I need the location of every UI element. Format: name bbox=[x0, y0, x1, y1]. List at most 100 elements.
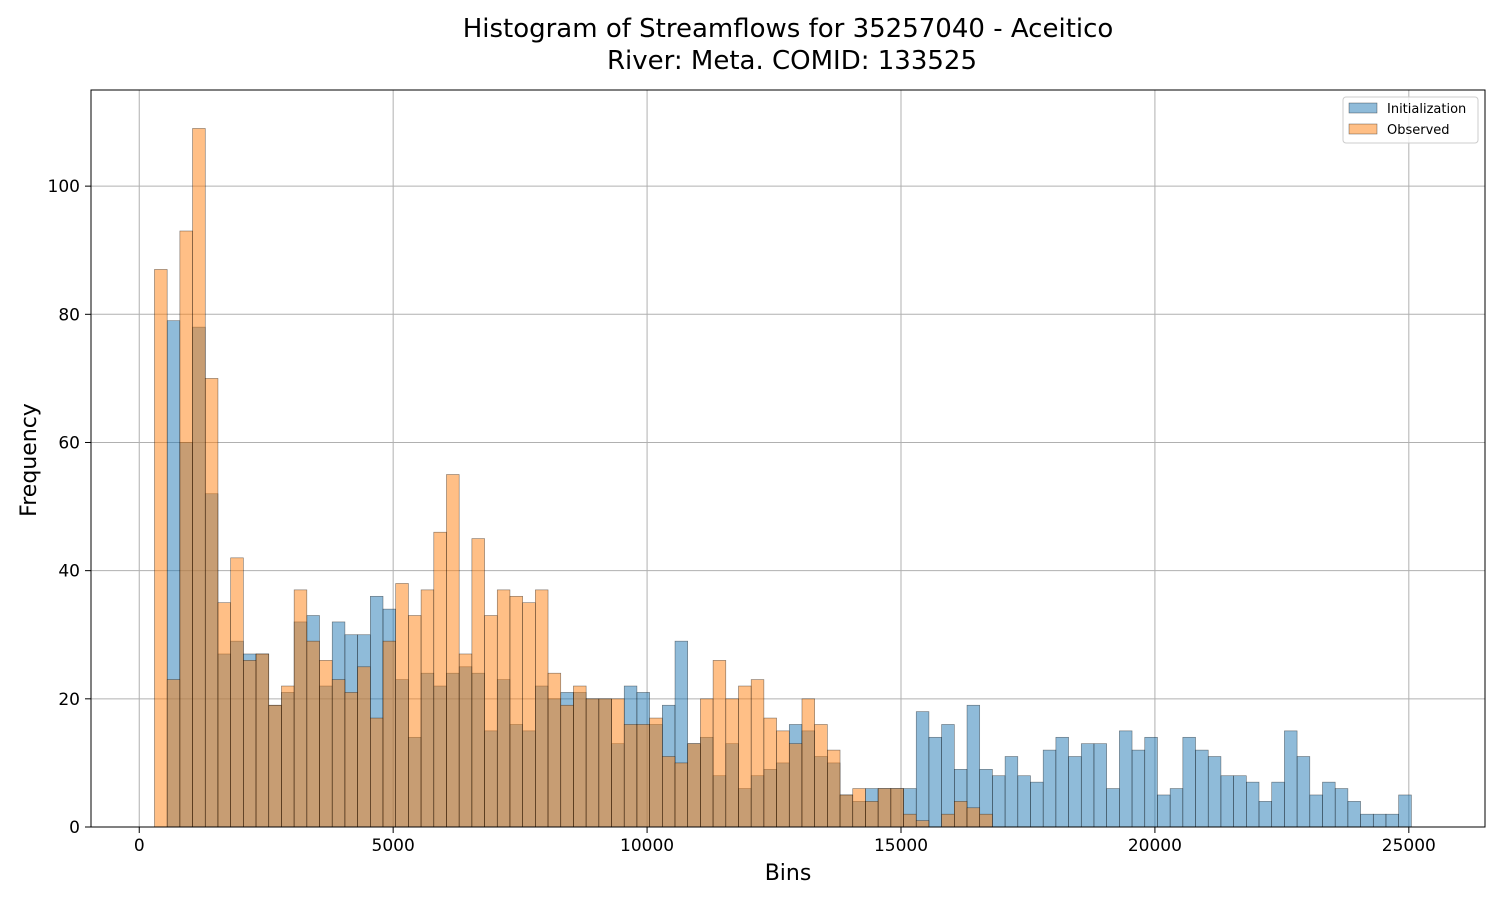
y-tick-label: 0 bbox=[69, 818, 80, 838]
observed-bar bbox=[890, 788, 904, 828]
initialization-bar bbox=[1068, 756, 1082, 828]
initialization-bar bbox=[1004, 756, 1019, 828]
observed-bar bbox=[458, 653, 473, 828]
observed-bar bbox=[420, 589, 435, 828]
observed-bar bbox=[560, 704, 574, 828]
observed-bar bbox=[522, 602, 536, 828]
initialization-bar bbox=[1220, 775, 1234, 828]
initialization-bar bbox=[1385, 813, 1399, 828]
observed-bar bbox=[179, 230, 193, 828]
initialization-bar bbox=[915, 711, 930, 828]
initialization-bar bbox=[1131, 749, 1146, 828]
observed-bar bbox=[471, 538, 485, 828]
observed-bar bbox=[509, 595, 523, 828]
y-axis-label: Frequency bbox=[17, 403, 42, 517]
observed-bar bbox=[865, 801, 879, 828]
observed-bar bbox=[979, 813, 993, 828]
observed-bar bbox=[788, 743, 803, 828]
observed-bar bbox=[750, 679, 765, 828]
observed-bar bbox=[395, 583, 409, 828]
y-tick-label: 100 bbox=[48, 177, 80, 197]
observed-bar bbox=[877, 788, 892, 828]
initialization-bar bbox=[1207, 756, 1222, 828]
observed-bar bbox=[687, 743, 701, 828]
observed-bar bbox=[433, 531, 447, 828]
observed-bar bbox=[382, 640, 396, 828]
initialization-bar bbox=[1284, 730, 1298, 828]
observed-bar bbox=[827, 749, 841, 828]
observed-bar bbox=[357, 666, 371, 828]
x-tick-label: 0 bbox=[134, 836, 145, 856]
y-tick-label: 80 bbox=[58, 305, 80, 325]
initialization-bar bbox=[1106, 788, 1120, 828]
initialization-bar bbox=[1093, 743, 1107, 828]
legend-label-initialization: Initialization bbox=[1387, 102, 1466, 117]
observed-bar bbox=[268, 704, 282, 828]
initialization-bar bbox=[1322, 781, 1336, 828]
initialization-bar bbox=[1195, 749, 1209, 828]
observed-bar bbox=[319, 660, 333, 828]
initialization-bar bbox=[1030, 781, 1044, 828]
initialization-bar bbox=[1080, 743, 1095, 828]
initialization-bar bbox=[1309, 794, 1323, 828]
legend-label-observed: Observed bbox=[1387, 123, 1450, 138]
observed-bar bbox=[166, 679, 181, 828]
initialization-bar bbox=[1182, 736, 1196, 828]
initialization-bar bbox=[1042, 749, 1057, 828]
initialization-bar bbox=[1271, 781, 1285, 828]
observed-bar bbox=[649, 717, 663, 828]
observed-bar bbox=[446, 474, 460, 828]
observed-bar bbox=[293, 589, 308, 828]
observed-bar bbox=[598, 698, 612, 828]
observed-bar bbox=[814, 724, 828, 828]
observed-bar bbox=[154, 269, 168, 828]
legend: Initialization Observed bbox=[1342, 96, 1479, 144]
initialization-bar bbox=[1334, 788, 1349, 828]
observed-bar bbox=[243, 660, 257, 828]
observed-bar bbox=[547, 672, 562, 828]
observed-bar bbox=[623, 724, 638, 828]
observed-bar bbox=[801, 698, 815, 828]
observed-bar bbox=[496, 589, 511, 828]
initialization-bar bbox=[941, 724, 955, 828]
x-tick-label: 5000 bbox=[372, 836, 415, 856]
x-tick-label: 20000 bbox=[1128, 836, 1182, 856]
observed-bar bbox=[281, 685, 295, 828]
observed-bar bbox=[700, 698, 714, 828]
observed-bar bbox=[484, 615, 498, 828]
observed-bar bbox=[636, 724, 650, 828]
legend-swatch-observed bbox=[1348, 123, 1378, 135]
initialization-bar bbox=[1296, 756, 1311, 828]
initialization-bar bbox=[1347, 801, 1361, 828]
chart-title: Histogram of Streamflows for 35257040 - … bbox=[463, 14, 1114, 44]
observed-bar bbox=[915, 820, 930, 828]
x-axis-ticks: 0 5000 10000 15000 20000 25000 bbox=[134, 827, 1436, 856]
observed-bar bbox=[204, 378, 219, 828]
observed-bar bbox=[966, 807, 981, 828]
initialization-bar bbox=[1055, 736, 1069, 828]
legend-swatch-initialization bbox=[1348, 102, 1378, 114]
observed-bar bbox=[839, 794, 854, 828]
observed-bar bbox=[585, 698, 600, 828]
observed-bar bbox=[255, 653, 270, 828]
observed-bar bbox=[954, 801, 968, 828]
observed-bar bbox=[370, 717, 384, 828]
observed-bar bbox=[776, 730, 790, 828]
observed-bar bbox=[192, 128, 206, 828]
initialization-bar bbox=[1119, 730, 1133, 828]
y-tick-label: 20 bbox=[58, 690, 80, 710]
initialization-bar bbox=[1017, 775, 1031, 828]
observed-bar bbox=[230, 557, 244, 828]
initialization-bar bbox=[1258, 801, 1273, 828]
initialization-bar bbox=[1398, 794, 1412, 828]
y-tick-label: 60 bbox=[58, 433, 80, 453]
observed-bar bbox=[344, 692, 358, 828]
observed-bar bbox=[408, 615, 422, 828]
initialization-bar bbox=[992, 775, 1006, 828]
observed-bar bbox=[662, 756, 676, 828]
y-axis-ticks: 0 20 40 60 80 100 bbox=[48, 177, 91, 838]
observed-bar bbox=[217, 602, 231, 828]
observed-bar bbox=[535, 589, 549, 828]
observed-bar bbox=[573, 685, 587, 828]
